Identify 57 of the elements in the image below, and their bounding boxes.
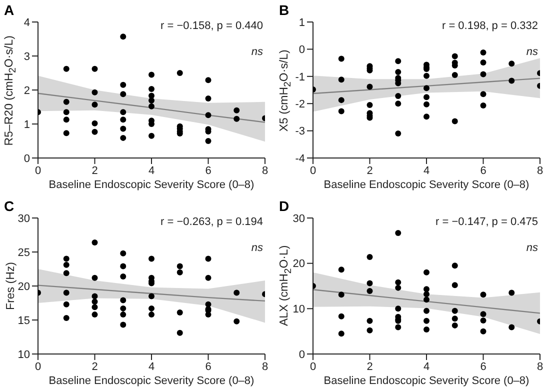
annotation: r = −0.147, p = 0.475	[436, 216, 538, 228]
x-tick-label: 6	[205, 360, 212, 372]
y-tick-label: 20	[18, 280, 30, 292]
x-axis-title: Baseline Endoscopic Severity Score (0–8)	[324, 179, 530, 191]
x-tick-label: 8	[536, 164, 544, 177]
y-tick-label: 0	[24, 152, 30, 165]
y-tick-label: 1	[298, 16, 305, 29]
x-axis-title: Baseline Endoscopic Severity Score (0–8)	[48, 374, 254, 386]
x-tick-label: 8	[262, 164, 268, 177]
y-tick-label: 30	[292, 212, 305, 224]
y-tick-label: 3	[24, 50, 30, 63]
x-tick-label: 4	[423, 360, 430, 372]
y-tick-label: 0	[298, 348, 305, 360]
y-tick-label: -3	[295, 126, 305, 138]
x-tick-label: 4	[148, 164, 155, 177]
x-tick-label: 8	[262, 360, 268, 372]
annotation: r = −0.263, p = 0.194	[160, 216, 263, 228]
chart-title: A	[4, 2, 14, 18]
x-tick-label: 0	[310, 164, 316, 177]
x-tick-label: 8	[536, 360, 544, 372]
x-tick-label: 6	[480, 360, 486, 372]
y-tick-label: 20	[292, 258, 305, 270]
y-tick-label: 2	[24, 84, 30, 97]
y-tick-label: -4	[295, 152, 305, 165]
chart-title: C	[4, 198, 14, 214]
annotation: ns	[251, 242, 263, 254]
annotation: r = −0.158, p = 0.440	[160, 20, 263, 32]
y-tick-label: 10	[292, 303, 305, 316]
y-axis-title: Fres (Hz)	[5, 262, 18, 310]
y-tick-label: 25	[18, 246, 30, 258]
annotation: ns	[526, 46, 538, 58]
y-tick-label: 4	[24, 16, 30, 29]
x-tick-label: 0	[310, 360, 316, 372]
y-tick-label: 30	[18, 212, 30, 224]
x-tick-label: 6	[205, 164, 212, 177]
x-axis-title: Baseline Endoscopic Severity Score (0–8)	[324, 374, 530, 386]
y-tick-label: 10	[18, 348, 30, 360]
x-tick-label: 4	[148, 360, 155, 372]
x-tick-label: 0	[34, 164, 42, 177]
y-tick-label: -1	[295, 71, 305, 84]
y-tick-label: 0	[298, 44, 305, 56]
x-tick-label: 2	[92, 360, 98, 372]
y-tick-label: 15	[18, 314, 30, 326]
chart-title: B	[279, 2, 290, 18]
x-tick-label: 2	[92, 164, 98, 177]
x-tick-label: 2	[366, 360, 373, 372]
x-tick-label: 2	[366, 164, 373, 177]
x-axis-title: Baseline Endoscopic Severity Score (0–8)	[48, 179, 254, 191]
y-tick-label: -2	[295, 98, 305, 111]
y-tick-label: 1	[24, 118, 30, 131]
x-tick-label: 6	[480, 164, 486, 177]
x-tick-label: 0	[34, 360, 42, 372]
x-tick-label: 4	[423, 164, 430, 177]
annotation: ns	[526, 242, 538, 254]
chart-title: D	[279, 198, 290, 214]
annotation: r = 0.198, p = 0.332	[442, 20, 538, 32]
annotation: ns	[251, 46, 263, 58]
